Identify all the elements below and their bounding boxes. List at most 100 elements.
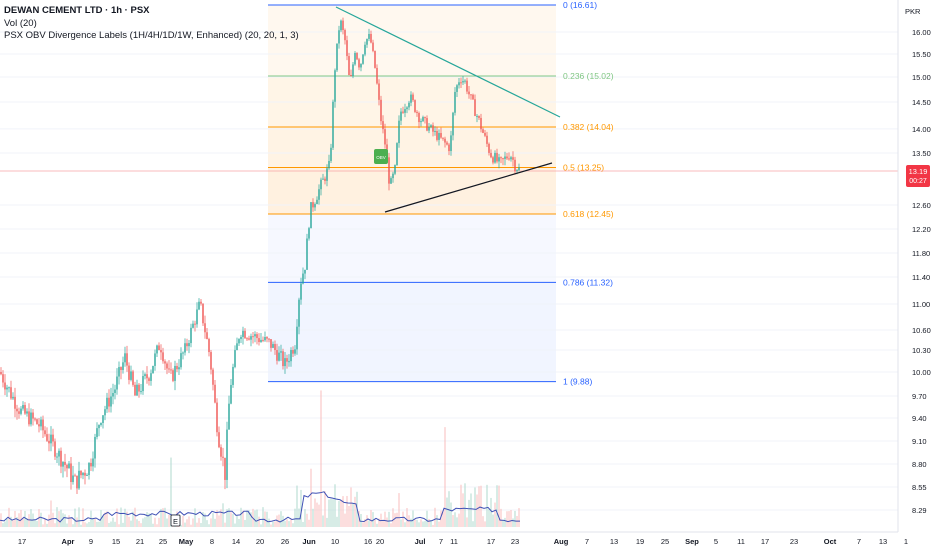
time-axis-label: Jul bbox=[415, 537, 426, 546]
volume-bar bbox=[110, 521, 112, 527]
volume-bar bbox=[228, 508, 230, 527]
price-scale-panel[interactable] bbox=[898, 0, 932, 550]
volume-bar bbox=[124, 508, 126, 527]
candle-body bbox=[202, 303, 204, 324]
candle-body bbox=[96, 428, 98, 437]
volume-bar bbox=[502, 520, 504, 527]
candle-body bbox=[8, 387, 10, 389]
volume-bar bbox=[292, 523, 294, 527]
volume-bar bbox=[316, 502, 318, 527]
candle-body bbox=[434, 130, 436, 132]
volume-bar bbox=[92, 517, 94, 527]
candle-body bbox=[196, 309, 198, 325]
fib-level-label[interactable]: 0.382 (14.04) bbox=[563, 122, 614, 132]
price-tick-label: 15.50 bbox=[912, 50, 931, 59]
fib-level-label[interactable]: 0 (16.61) bbox=[563, 0, 597, 10]
volume-bar bbox=[368, 520, 370, 527]
volume-bar bbox=[78, 507, 80, 527]
currency-label[interactable]: PKR bbox=[905, 7, 921, 16]
volume-bar bbox=[180, 524, 182, 527]
volume-bar bbox=[196, 522, 198, 527]
fib-level-label[interactable]: 0.786 (11.32) bbox=[563, 277, 613, 287]
candle-body bbox=[40, 419, 42, 427]
candle-body bbox=[260, 339, 262, 343]
volume-bar bbox=[22, 517, 24, 527]
upper-trendline[interactable] bbox=[335, 6, 561, 118]
volume-bar bbox=[308, 519, 310, 527]
fib-level-label[interactable]: 0.236 (15.02) bbox=[563, 71, 614, 81]
candle-body bbox=[346, 40, 348, 57]
fib-level-label[interactable]: 0.618 (12.45) bbox=[563, 209, 614, 219]
candle-body bbox=[60, 450, 62, 467]
volume-bar bbox=[512, 518, 514, 527]
symbol-title[interactable]: DEWAN CEMENT LTD · 1h · PSX bbox=[4, 5, 150, 16]
candle-body bbox=[380, 99, 382, 122]
volume-bar bbox=[324, 491, 326, 527]
obv-signal-label[interactable] bbox=[374, 149, 388, 164]
candle-body bbox=[204, 323, 206, 333]
candle-body bbox=[244, 330, 246, 339]
volume-bar bbox=[122, 522, 124, 527]
fib-level-label[interactable]: 1 (9.88) bbox=[563, 377, 592, 387]
candle-body bbox=[16, 408, 18, 412]
obv-indicator-label[interactable]: PSX OBV Divergence Labels (1H/4H/1D/1W, … bbox=[4, 30, 299, 41]
candle-body bbox=[300, 283, 302, 300]
volume-indicator-label[interactable]: Vol (20) bbox=[4, 17, 37, 29]
candle-body bbox=[64, 461, 66, 465]
volume-bar bbox=[98, 521, 100, 527]
candle-body bbox=[54, 441, 56, 457]
price-tick-label: 9.70 bbox=[912, 392, 927, 401]
volume-bar bbox=[428, 518, 430, 527]
time-axis-label: 26 bbox=[281, 537, 289, 546]
volume-bar bbox=[60, 509, 62, 527]
volume-bar bbox=[478, 486, 480, 527]
fib-level-label[interactable]: 0.5 (13.25) bbox=[563, 163, 604, 173]
volume-bar bbox=[142, 518, 144, 527]
volume-bar bbox=[354, 496, 356, 527]
volume-bar bbox=[370, 510, 372, 527]
volume-bar bbox=[218, 515, 220, 527]
lower-trendline[interactable] bbox=[384, 162, 553, 213]
candle-body bbox=[318, 189, 320, 200]
volume-bar bbox=[410, 518, 412, 527]
volume-bar bbox=[392, 508, 394, 527]
candle-body bbox=[242, 330, 244, 337]
volume-bar bbox=[394, 513, 396, 527]
volume-bar bbox=[116, 508, 118, 527]
volume-bar bbox=[398, 493, 400, 527]
candle-body bbox=[94, 436, 96, 459]
candle-body bbox=[338, 30, 340, 44]
candle-body bbox=[124, 353, 126, 363]
price-tick-label: 11.00 bbox=[912, 300, 930, 309]
candle-body bbox=[330, 147, 332, 161]
earnings-event-marker[interactable] bbox=[170, 514, 181, 527]
volume-bar bbox=[328, 499, 330, 527]
volume-bar bbox=[338, 501, 340, 527]
candle-body bbox=[446, 142, 448, 145]
volume-bar bbox=[312, 508, 314, 527]
last-price-badge[interactable] bbox=[906, 165, 930, 187]
candle-body bbox=[32, 412, 34, 419]
volume-bar bbox=[212, 513, 214, 527]
candle-body bbox=[30, 412, 32, 425]
candle-body bbox=[156, 345, 158, 354]
time-axis-label: 23 bbox=[511, 537, 519, 546]
candle-body bbox=[342, 20, 344, 31]
candle-body bbox=[428, 127, 430, 131]
volume-bar bbox=[16, 517, 18, 527]
candle-body bbox=[406, 107, 408, 110]
volume-bar bbox=[264, 511, 266, 527]
time-axis-label: 23 bbox=[790, 537, 798, 546]
volume-bar bbox=[466, 517, 468, 527]
candle-body bbox=[184, 343, 186, 353]
volume-bar bbox=[50, 500, 52, 527]
candle-body bbox=[314, 204, 316, 208]
volume-bar bbox=[262, 507, 264, 527]
volume-bar bbox=[450, 502, 452, 527]
candle-body bbox=[24, 405, 26, 414]
volume-bar bbox=[224, 522, 226, 527]
candle-body bbox=[144, 374, 146, 377]
volume-bar bbox=[460, 484, 462, 527]
